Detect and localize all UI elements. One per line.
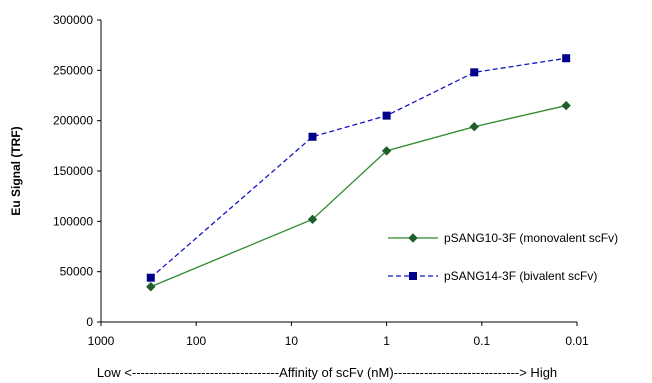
x-tick-label: 1	[383, 334, 390, 348]
y-tick-label: 0	[86, 315, 93, 329]
data-point	[562, 54, 571, 63]
data-point	[146, 273, 155, 282]
x-ticks: 1000 100 10 1 0.1 0.01	[88, 322, 589, 348]
data-point	[470, 68, 479, 77]
legend-marker	[408, 233, 418, 243]
data-point	[469, 121, 479, 132]
x-tick-label: 0.1	[473, 334, 490, 348]
x-tick-label: 100	[186, 334, 206, 348]
y-tick-label: 300000	[53, 13, 93, 27]
legend-item: pSANG10-3F (monovalent scFv)	[388, 231, 618, 245]
x-tick-label: 1000	[88, 334, 115, 348]
data-point	[308, 132, 317, 141]
legend-label: pSANG14-3F (bivalent scFv)	[444, 269, 597, 283]
legend-label: pSANG10-3F (monovalent scFv)	[444, 231, 618, 245]
data-point	[561, 100, 571, 111]
y-tick-label: 250000	[53, 63, 93, 77]
series-line	[150, 104, 567, 288]
data-point	[382, 111, 391, 120]
y-tick-label: 150000	[53, 164, 93, 178]
x-tick-label: 10	[285, 334, 299, 348]
y-tick-label: 200000	[53, 114, 93, 128]
x-tick-label: 0.01	[565, 334, 589, 348]
y-tick-label: 100000	[53, 214, 93, 228]
series-layer	[146, 54, 571, 292]
legend-item: pSANG14-3F (bivalent scFv)	[388, 269, 597, 283]
series-monovalent	[146, 100, 571, 292]
legend-marker	[409, 272, 417, 280]
data-point	[146, 282, 156, 292]
x-axis-label: Low <----------------------------------A…	[97, 365, 557, 380]
y-tick-label: 50000	[60, 265, 94, 279]
y-ticks: 0 50000 100000 150000 200000 250000 300000	[53, 13, 101, 329]
data-point	[307, 214, 318, 225]
legend: pSANG10-3F (monovalent scFv) pSANG14-3F (…	[388, 231, 618, 283]
data-point	[381, 146, 392, 156]
y-axis-label: Eu Signal (TRF)	[9, 126, 23, 215]
series-bivalent	[146, 54, 571, 282]
